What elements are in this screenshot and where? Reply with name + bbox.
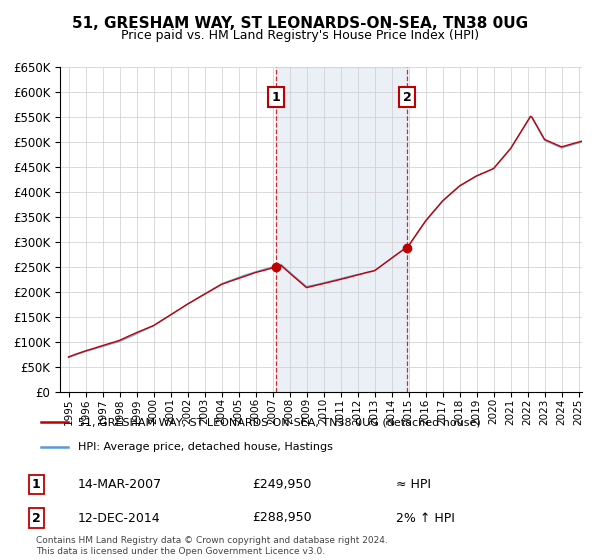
Text: 1: 1 [32, 478, 40, 491]
Text: Price paid vs. HM Land Registry's House Price Index (HPI): Price paid vs. HM Land Registry's House … [121, 29, 479, 42]
Text: £249,950: £249,950 [252, 478, 311, 491]
Bar [276, 67, 407, 392]
Text: 51, GRESHAM WAY, ST LEONARDS-ON-SEA, TN38 0UG: 51, GRESHAM WAY, ST LEONARDS-ON-SEA, TN3… [72, 16, 528, 31]
Text: 51, GRESHAM WAY, ST LEONARDS-ON-SEA, TN38 0UG (detached house): 51, GRESHAM WAY, ST LEONARDS-ON-SEA, TN3… [78, 417, 481, 427]
Text: 2: 2 [32, 511, 40, 525]
Text: 1: 1 [272, 91, 280, 104]
Text: 2: 2 [403, 91, 412, 104]
Text: Contains HM Land Registry data © Crown copyright and database right 2024.
This d: Contains HM Land Registry data © Crown c… [36, 536, 388, 556]
Text: 12-DEC-2014: 12-DEC-2014 [78, 511, 161, 525]
Text: 2% ↑ HPI: 2% ↑ HPI [396, 511, 455, 525]
Text: HPI: Average price, detached house, Hastings: HPI: Average price, detached house, Hast… [78, 442, 333, 452]
Text: ≈ HPI: ≈ HPI [396, 478, 431, 491]
Text: 14-MAR-2007: 14-MAR-2007 [78, 478, 162, 491]
Text: £288,950: £288,950 [252, 511, 311, 525]
